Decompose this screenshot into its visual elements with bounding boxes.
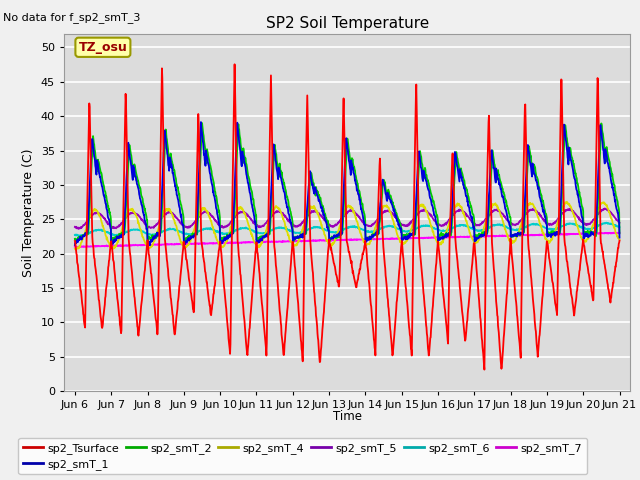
- Legend: sp2_Tsurface, sp2_smT_1, sp2_smT_2, sp2_smT_4, sp2_smT_5, sp2_smT_6, sp2_smT_7: sp2_Tsurface, sp2_smT_1, sp2_smT_2, sp2_…: [19, 438, 587, 474]
- Text: TZ_osu: TZ_osu: [79, 41, 127, 54]
- X-axis label: Time: Time: [333, 410, 362, 423]
- Y-axis label: Soil Temperature (C): Soil Temperature (C): [22, 148, 35, 276]
- Text: No data for f_sp2_smT_3: No data for f_sp2_smT_3: [3, 12, 141, 23]
- Title: SP2 Soil Temperature: SP2 Soil Temperature: [266, 16, 429, 31]
